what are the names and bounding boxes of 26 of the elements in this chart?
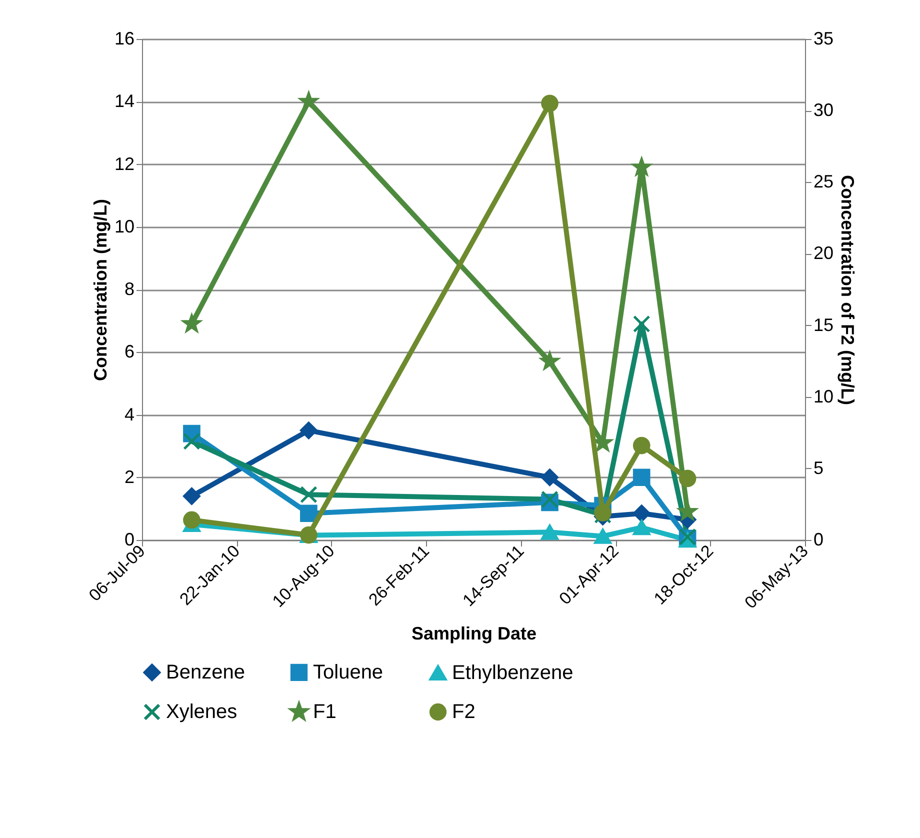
- legend-label: Ethylbenzene: [452, 662, 574, 684]
- y2-tick-label: 0: [814, 530, 824, 550]
- y2-tick-label: 15: [814, 314, 834, 335]
- y-tick-label: 14: [114, 91, 134, 112]
- y2-tick-label: 10: [814, 386, 834, 406]
- x-axis-title: Sampling Date: [411, 624, 537, 644]
- legend-label: F2: [452, 701, 476, 723]
- y2-tick-label: 30: [814, 100, 834, 120]
- y2-tick-label: 25: [814, 172, 834, 192]
- y-tick-label: 8: [124, 279, 134, 299]
- y-tick-label: 0: [124, 530, 134, 550]
- y2-tick-label: 35: [814, 28, 834, 48]
- y-tick-label: 10: [114, 216, 134, 236]
- y-tick-label: 2: [124, 466, 134, 487]
- legend-label: Xylenes: [166, 701, 238, 723]
- y-axis-title: Concentration (mg/L): [90, 199, 110, 381]
- y-tick-label: 16: [114, 28, 134, 48]
- legend-label: F1: [313, 701, 336, 723]
- y2-tick-label: 20: [814, 243, 834, 264]
- y-tick-label: 6: [124, 342, 134, 362]
- y-tick-label: 4: [124, 404, 134, 424]
- y-tick-label: 12: [114, 154, 134, 174]
- legend-label: Benzene: [166, 661, 245, 684]
- y2-tick-label: 5: [814, 458, 824, 478]
- y2-axis-title: Concentration of F2 (mg/L): [838, 175, 858, 405]
- legend-label: Toluene: [313, 661, 384, 684]
